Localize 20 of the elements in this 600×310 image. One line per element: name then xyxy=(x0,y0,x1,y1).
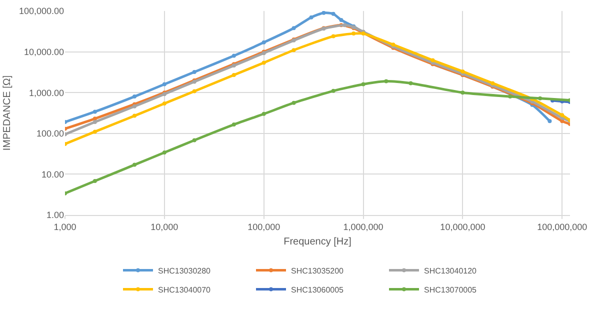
y-tick-label: 100,000.00 xyxy=(18,6,64,16)
y-tick-label: 100.00 xyxy=(36,128,64,139)
legend-label: SHC13070005 xyxy=(424,285,478,294)
x-tick-label: 100,000 xyxy=(248,222,280,232)
x-tick-label: 1,000 xyxy=(54,222,76,232)
legend-label: SHC13030280 xyxy=(158,266,212,276)
x-axis-title: Frequency [Hz] xyxy=(284,236,352,248)
y-tick-label: 10.00 xyxy=(41,169,64,180)
x-tick-label: 100,000,000 xyxy=(537,222,588,232)
x-tick-label: 10,000,000 xyxy=(440,222,486,232)
legend-label: SHC13060005 xyxy=(291,285,344,294)
legend-label: SHC13035200 xyxy=(291,266,344,276)
legend-label: SHC13040070 xyxy=(158,285,212,294)
y-axis-title: IMPEDANCE [Ω] xyxy=(2,75,13,151)
x-tick-label: 10,000 xyxy=(150,222,178,232)
x-tick-label: 1,000,000 xyxy=(343,222,384,232)
y-tick-label: 1,000.00 xyxy=(28,88,64,98)
legend-label: SHC13040120 xyxy=(424,266,478,276)
y-tick-label: 1.00 xyxy=(46,210,64,220)
y-tick-label: 10,000.00 xyxy=(24,46,64,57)
